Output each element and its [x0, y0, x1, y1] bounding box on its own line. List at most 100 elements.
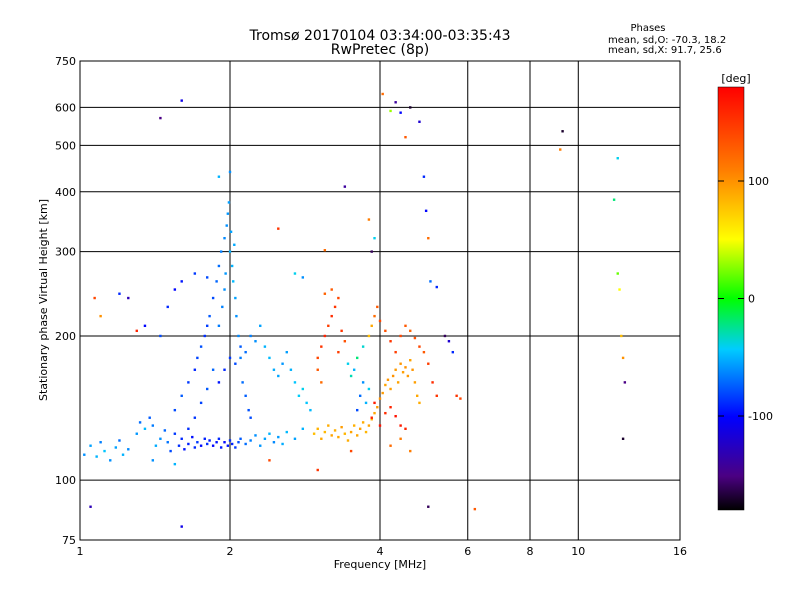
- data-point: [254, 434, 257, 437]
- data-point: [159, 116, 162, 120]
- data-point: [219, 250, 223, 253]
- data-point: [166, 441, 169, 444]
- data-point: [424, 209, 428, 213]
- data-point: [225, 224, 228, 227]
- data-point: [378, 319, 382, 323]
- data-point: [187, 427, 190, 431]
- x-tick-label: 6: [464, 545, 471, 558]
- data-point: [373, 401, 376, 405]
- data-point: [623, 381, 627, 384]
- data-point: [323, 334, 327, 338]
- data-point: [443, 334, 447, 338]
- data-point: [394, 368, 397, 371]
- data-point: [473, 507, 477, 511]
- data-point: [312, 432, 316, 435]
- data-point: [180, 99, 183, 102]
- data-point: [143, 324, 147, 328]
- data-point: [263, 437, 267, 440]
- colorbar-tick-label: -100: [748, 410, 773, 423]
- x-tick-label: 8: [527, 545, 534, 558]
- data-point: [163, 429, 167, 432]
- data-point: [138, 421, 142, 424]
- data-point: [285, 350, 288, 354]
- data-point: [413, 336, 417, 340]
- data-point: [99, 314, 102, 318]
- data-point: [431, 381, 434, 384]
- x-tick-label: 10: [571, 545, 585, 558]
- data-point: [389, 340, 392, 343]
- data-point: [249, 334, 252, 338]
- data-point: [413, 381, 417, 384]
- colorbar-tick-label: 0: [748, 293, 755, 306]
- data-point: [621, 437, 625, 440]
- data-point: [211, 296, 215, 300]
- data-point: [187, 381, 190, 384]
- data-point: [389, 444, 392, 447]
- data-point: [352, 368, 356, 371]
- x-tick-label: 16: [673, 545, 687, 558]
- data-point: [394, 414, 397, 418]
- data-point: [367, 387, 371, 391]
- data-point: [180, 525, 183, 528]
- data-point: [327, 324, 330, 328]
- data-point: [418, 120, 421, 123]
- data-point: [404, 324, 407, 328]
- data-point: [226, 212, 230, 215]
- colorbar-ticks: 100 0 -100: [718, 175, 773, 423]
- data-point: [349, 430, 353, 434]
- data-point: [399, 424, 402, 427]
- colorbar: [deg] 100 0 -100: [717, 72, 773, 511]
- data-point: [241, 381, 244, 384]
- data-point: [244, 394, 247, 398]
- data-point: [376, 406, 379, 409]
- data-point: [228, 439, 232, 442]
- data-point: [254, 340, 257, 343]
- data-point: [404, 427, 407, 431]
- data-point: [277, 435, 280, 439]
- data-point: [239, 345, 242, 348]
- data-point: [259, 444, 262, 447]
- data-point: [361, 381, 365, 384]
- data-point: [561, 130, 564, 133]
- data-point: [193, 416, 197, 419]
- data-point: [177, 444, 181, 447]
- data-point: [247, 408, 250, 412]
- data-point: [219, 446, 223, 449]
- data-point: [127, 448, 130, 451]
- data-point: [394, 101, 397, 104]
- data-point: [135, 329, 138, 333]
- data-point: [404, 135, 407, 139]
- data-point: [384, 329, 387, 333]
- data-point: [399, 437, 402, 440]
- data-point: [373, 236, 376, 240]
- data-point: [367, 334, 371, 338]
- data-point: [293, 272, 297, 275]
- data-point: [399, 111, 402, 114]
- data-point: [193, 272, 197, 275]
- data-point: [268, 432, 271, 435]
- data-point: [281, 362, 284, 365]
- data-point: [301, 387, 305, 391]
- data-point: [180, 437, 183, 440]
- data-point: [427, 505, 430, 508]
- data-point: [187, 442, 190, 446]
- data-point: [459, 397, 462, 400]
- data-point: [224, 272, 227, 275]
- colorbar-tick-label: 100: [748, 175, 769, 188]
- data-point: [384, 411, 387, 415]
- data-point: [272, 368, 276, 371]
- data-point: [217, 175, 221, 178]
- data-point: [196, 441, 199, 444]
- data-point: [386, 378, 390, 381]
- data-point: [370, 418, 373, 421]
- data-point: [455, 394, 458, 398]
- data-point: [118, 439, 121, 442]
- data-point: [151, 424, 155, 427]
- data-point: [451, 350, 455, 354]
- data-point: [159, 437, 162, 440]
- data-point: [396, 381, 400, 384]
- data-point: [215, 280, 218, 283]
- data-point: [333, 429, 337, 432]
- data-point: [355, 408, 359, 412]
- plot-area: 1 2 4 6 8 10 16 75 100 200 300 400 500 600 750: [55, 55, 687, 558]
